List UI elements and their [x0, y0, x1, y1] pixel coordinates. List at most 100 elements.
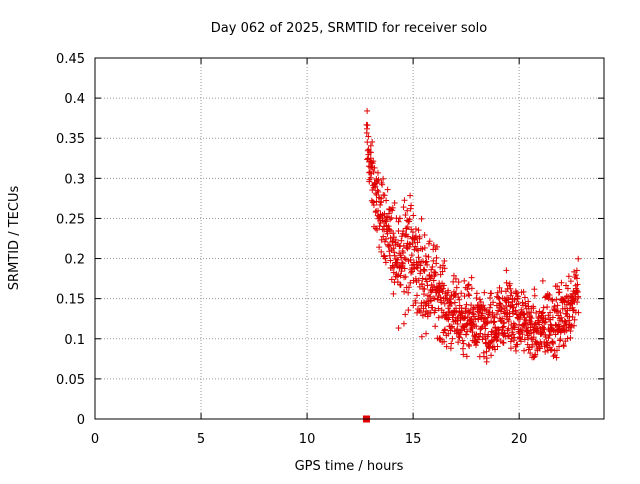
data-point — [503, 307, 510, 314]
data-point — [495, 307, 502, 314]
data-point — [495, 326, 502, 333]
data-point — [405, 307, 412, 314]
data-point — [490, 299, 497, 306]
data-point — [430, 257, 437, 264]
data-point — [570, 322, 577, 329]
data-point — [402, 212, 409, 219]
data-point — [408, 252, 415, 259]
data-point — [390, 269, 397, 276]
data-point — [437, 294, 444, 301]
data-point — [541, 319, 548, 326]
y-axis-label: SRMTID / TECUs — [7, 186, 22, 291]
data-point — [507, 338, 514, 345]
y-tick-label: 0 — [77, 413, 85, 428]
data-point — [546, 331, 553, 338]
data-point — [573, 275, 580, 282]
data-point — [550, 340, 557, 347]
data-point — [509, 304, 516, 311]
data-point — [439, 268, 446, 275]
data-point — [491, 318, 498, 325]
data-point — [495, 294, 502, 301]
data-point — [553, 296, 560, 303]
data-point — [465, 291, 472, 298]
data-point — [505, 318, 512, 325]
data-point — [532, 351, 539, 358]
data-point — [421, 267, 428, 274]
data-point — [400, 249, 407, 256]
data-point — [371, 164, 378, 171]
data-point — [367, 174, 374, 181]
data-point — [494, 336, 501, 343]
data-point — [410, 212, 417, 219]
data-point — [412, 233, 419, 240]
data-point — [511, 296, 518, 303]
data-point — [432, 323, 439, 330]
data-point — [520, 311, 527, 318]
data-point — [457, 331, 464, 338]
data-point — [496, 284, 503, 291]
data-point — [415, 227, 422, 234]
data-point — [533, 309, 540, 316]
data-point — [448, 340, 455, 347]
data-point — [364, 107, 371, 114]
data-point — [456, 296, 463, 303]
data-point — [540, 304, 547, 311]
data-point — [508, 289, 515, 296]
data-point — [440, 282, 447, 289]
data-point — [461, 293, 468, 300]
data-point — [425, 302, 432, 309]
data-point — [402, 311, 409, 318]
data-point — [461, 277, 468, 284]
data-point — [370, 184, 377, 191]
data-point — [554, 302, 561, 309]
data-point — [459, 337, 466, 344]
data-point — [412, 299, 419, 306]
data-point — [381, 192, 388, 199]
data-point — [377, 201, 384, 208]
data-point — [425, 253, 432, 260]
data-point — [473, 323, 480, 330]
data-point — [400, 204, 407, 211]
data-point — [482, 325, 489, 332]
chart-title: Day 062 of 2025, SRMTID for receiver sol… — [211, 21, 488, 36]
data-point — [493, 337, 500, 344]
data-point — [521, 320, 528, 327]
data-point — [374, 178, 381, 185]
data-point — [539, 277, 546, 284]
data-point — [435, 314, 442, 321]
data-point — [464, 286, 471, 293]
data-point — [383, 235, 390, 242]
data-point — [510, 331, 517, 338]
data-point — [454, 320, 461, 327]
y-tick-label: 0.15 — [56, 293, 85, 308]
data-point — [463, 331, 470, 338]
data-point — [507, 285, 514, 292]
data-point — [398, 237, 405, 244]
data-point — [381, 238, 388, 245]
data-point — [398, 233, 405, 240]
data-point — [542, 318, 549, 325]
data-point — [575, 293, 582, 300]
data-point — [453, 284, 460, 291]
data-point — [451, 299, 458, 306]
data-point — [525, 334, 532, 341]
data-point — [374, 226, 381, 233]
data-point — [539, 310, 546, 317]
data-point — [558, 279, 565, 286]
data-point — [513, 347, 520, 354]
data-point — [442, 326, 449, 333]
data-point — [564, 285, 571, 292]
data-point — [544, 304, 551, 311]
data-point — [433, 260, 440, 267]
data-point — [407, 256, 414, 263]
data-point — [550, 327, 557, 334]
data-point — [557, 336, 564, 343]
y-tick-label: 0.2 — [64, 253, 85, 268]
y-tick-label: 0.1 — [64, 333, 85, 348]
data-point — [414, 239, 421, 246]
data-point — [378, 248, 385, 255]
data-point — [460, 351, 467, 358]
data-point — [483, 355, 490, 362]
data-point — [542, 333, 549, 340]
data-point — [490, 319, 497, 326]
